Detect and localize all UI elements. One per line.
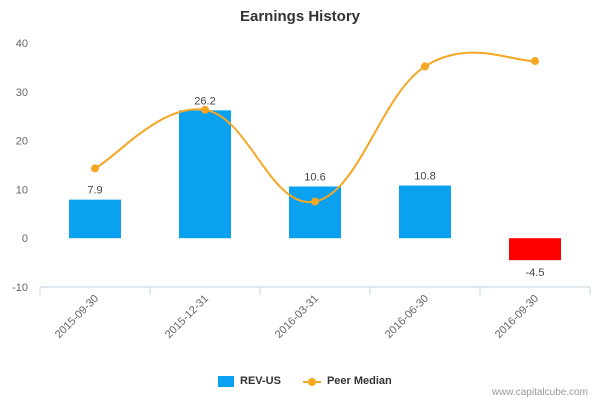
- bar-data-label: 26.2: [194, 95, 215, 107]
- bar-data-label: -4.5: [526, 267, 545, 279]
- x-axis: 2015-09-30 2015-12-31 2016-03-31 2016-06-30…: [39, 286, 591, 341]
- x-tick-label: 2016-09-30: [493, 293, 541, 341]
- y-tick-label: 10: [16, 184, 28, 196]
- bar-data-label: 10.8: [414, 170, 435, 182]
- line-point[interactable]: [421, 62, 429, 71]
- y-tick-label: 0: [22, 233, 28, 245]
- bar-series: [69, 110, 561, 261]
- x-tick-label: 2015-09-30: [53, 293, 101, 341]
- line-point[interactable]: [531, 57, 539, 66]
- bar[interactable]: [289, 186, 341, 239]
- bar[interactable]: [399, 185, 451, 239]
- chart-title: Earnings History: [239, 8, 361, 25]
- x-tick-label: 2016-03-31: [273, 293, 321, 341]
- bar[interactable]: [509, 238, 561, 261]
- y-tick-label: 20: [16, 136, 28, 148]
- legend-line-label: Peer Median: [326, 375, 392, 387]
- bar-data-label: 7.9: [87, 185, 102, 197]
- x-tick-label: 2015-12-31: [163, 293, 211, 341]
- y-axis: -10 0 10 20 30 40: [12, 38, 28, 294]
- legend-item-line[interactable]: Peer Median: [302, 375, 392, 387]
- bar[interactable]: [69, 199, 121, 239]
- legend-line-swatch: [302, 376, 321, 387]
- y-tick-label: -10: [12, 282, 28, 294]
- line-series: [91, 51, 539, 206]
- source-credit: www.capitalcube.com: [491, 387, 588, 398]
- legend: REV-US Peer Median: [218, 373, 414, 389]
- line-point[interactable]: [91, 164, 99, 173]
- y-tick-label: 30: [16, 87, 28, 99]
- data-labels: 7.9 26.2 10.6 10.8 -4.5: [87, 95, 544, 279]
- line-point[interactable]: [201, 105, 209, 114]
- legend-bar-swatch: [218, 375, 234, 387]
- line-point[interactable]: [311, 197, 319, 206]
- x-tick-label: 2016-06-30: [383, 293, 431, 341]
- bar[interactable]: [179, 110, 231, 239]
- bar-data-label: 10.6: [304, 171, 325, 183]
- y-tick-label: 40: [16, 38, 28, 50]
- legend-bar-label: REV-US: [240, 375, 281, 387]
- legend-item-bar[interactable]: REV-US: [218, 375, 281, 387]
